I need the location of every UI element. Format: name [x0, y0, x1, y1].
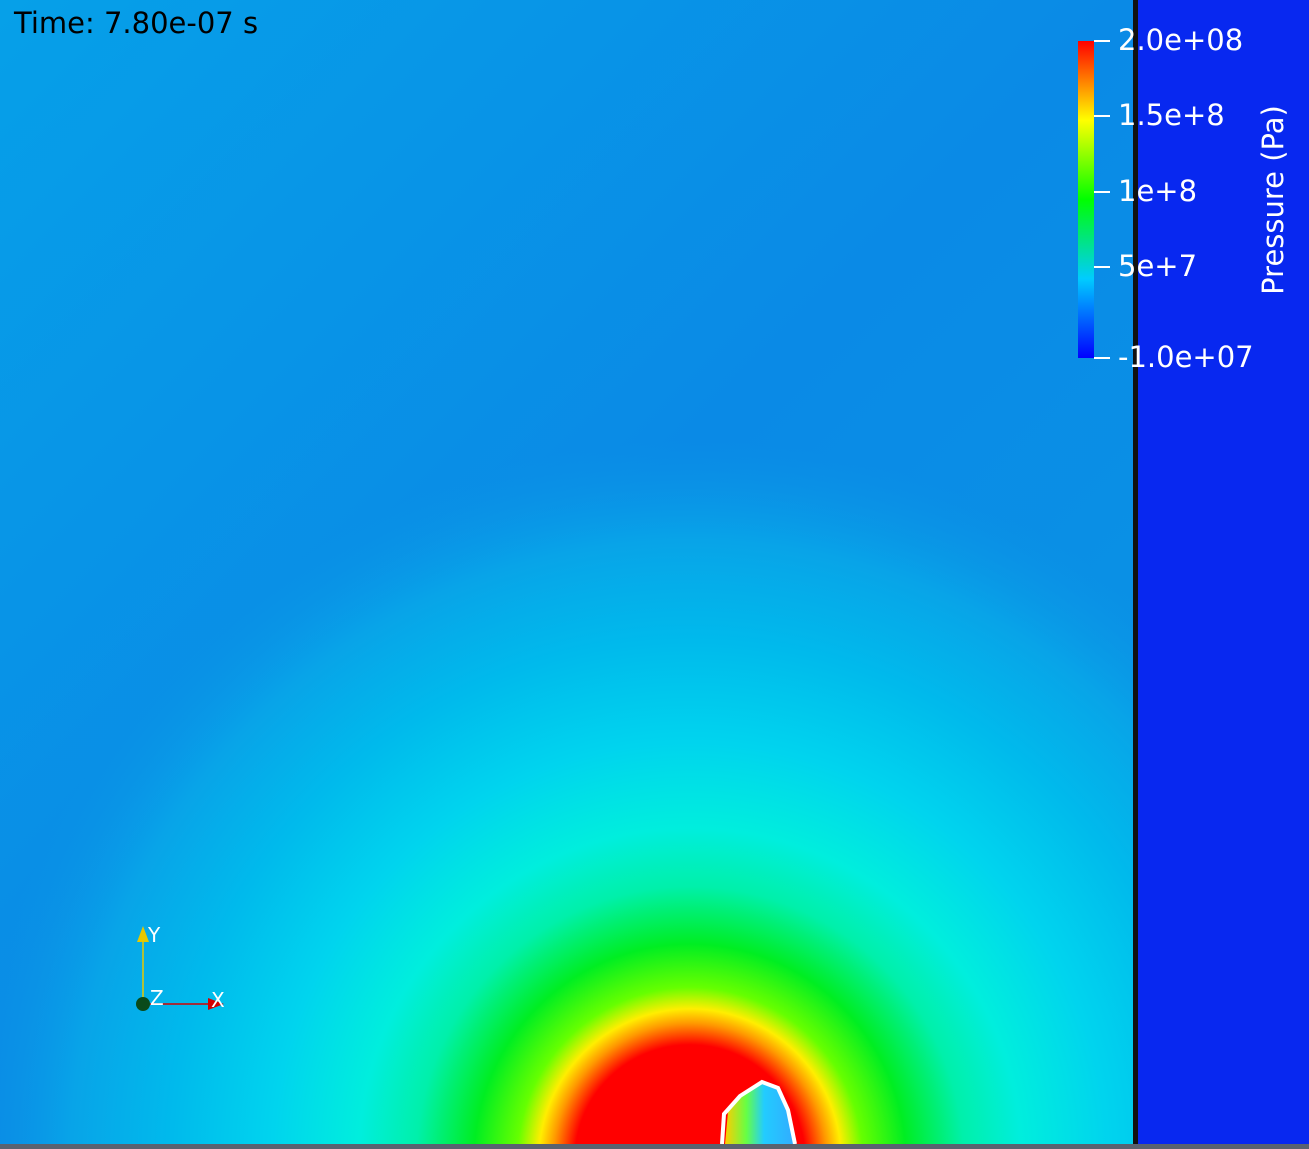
x-axis-label: X	[211, 988, 225, 1012]
colorbar-tick-label: 5e+7	[1118, 249, 1198, 284]
y-axis-arrow-icon	[137, 926, 149, 942]
colorbar-tick-label: 2.0e+08	[1118, 23, 1244, 57]
colorbar-tick-label: 1.5e+8	[1118, 98, 1225, 133]
bubble-region	[725, 1082, 796, 1144]
colorbar	[1078, 41, 1094, 358]
colorbar-tick-label: 1e+8	[1118, 173, 1198, 208]
colorbar-tick-label: -1.0e+07	[1118, 340, 1254, 374]
colorbar-tick-mark	[1094, 266, 1110, 269]
interface-contour	[720, 1079, 797, 1145]
z-axis-dot-icon	[136, 997, 150, 1011]
colorbar-tick-mark	[1094, 40, 1110, 42]
y-axis-label: Y	[148, 923, 161, 947]
colorbar-tick-mark	[1094, 190, 1110, 193]
x-axis-arrow-icon	[208, 998, 224, 1010]
colorbar-tick-mark	[1094, 115, 1110, 118]
view-divider[interactable]	[1133, 0, 1138, 1149]
pressure-wave	[0, 0, 1135, 1149]
bottom-edge	[0, 1144, 1309, 1149]
colorbar-tick-mark	[1094, 357, 1110, 359]
time-annotation: Time: 7.80e-07 s	[14, 6, 259, 40]
z-axis-label: Z	[150, 986, 164, 1010]
right-panel	[1138, 0, 1309, 1149]
